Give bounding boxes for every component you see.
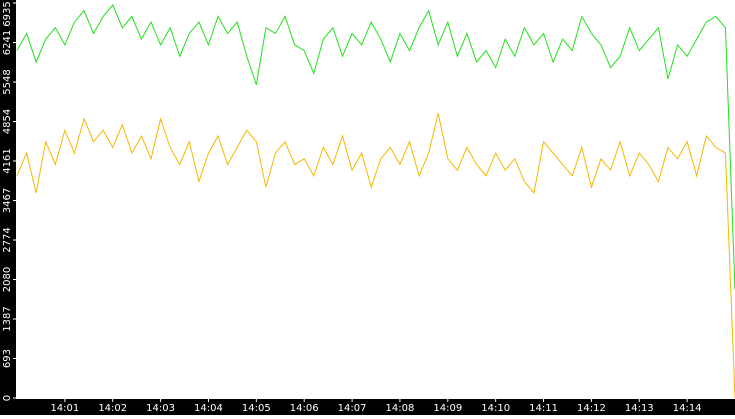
- x-tick-label: 14:03: [146, 403, 175, 414]
- y-axis-strip: [0, 0, 16, 415]
- x-tick-label: 14:09: [433, 403, 462, 414]
- x-tick-label: 14:08: [386, 403, 415, 414]
- y-tick-label: 2774: [2, 227, 13, 252]
- x-tick-label: 14:13: [625, 403, 654, 414]
- y-tick-label: 4854: [2, 109, 13, 134]
- x-tick-label: 14:07: [338, 403, 367, 414]
- y-tick-label: 6935: [2, 1, 13, 26]
- x-tick-label: 14:12: [577, 403, 606, 414]
- y-tick-label: 3467: [2, 188, 13, 213]
- y-tick-label: 5548: [2, 69, 13, 94]
- x-axis-strip: [0, 399, 735, 415]
- x-tick-label: 14:01: [50, 403, 79, 414]
- x-tick-label: 14:11: [529, 403, 558, 414]
- x-tick-label: 14:05: [242, 403, 271, 414]
- y-tick-label: 2080: [2, 267, 13, 292]
- y-tick-label: 4161: [2, 148, 13, 173]
- x-tick-label: 14:14: [673, 403, 702, 414]
- y-tick-label: 1387: [2, 306, 13, 331]
- x-tick-label: 14:06: [290, 403, 319, 414]
- y-tick-label: 6241: [2, 30, 13, 55]
- y-tick-label: 0: [2, 395, 13, 401]
- x-tick-label: 14:02: [98, 403, 127, 414]
- y-tick-label: 693: [2, 349, 13, 368]
- x-tick-label: 14:04: [194, 403, 223, 414]
- series-line: [16, 113, 735, 399]
- series-line: [16, 4, 735, 290]
- x-tick-label: 14:10: [481, 403, 510, 414]
